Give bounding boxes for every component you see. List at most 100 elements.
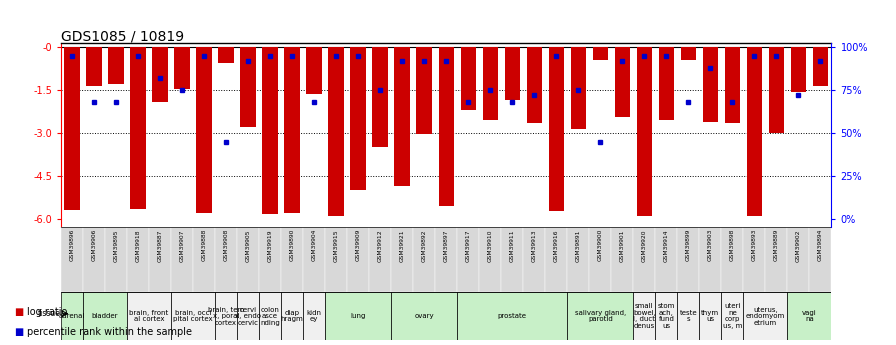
Text: uterus,
endomyom
etrium: uterus, endomyom etrium: [745, 307, 785, 326]
Text: GSM39912: GSM39912: [377, 229, 383, 262]
Text: GSM39908: GSM39908: [223, 229, 228, 262]
Bar: [86, 47, 101, 86]
Text: bladder: bladder: [91, 313, 118, 319]
Bar: [504, 47, 520, 100]
Bar: [746, 47, 762, 216]
Bar: [413, 227, 435, 292]
Bar: [130, 47, 146, 209]
Text: GSM39898: GSM39898: [730, 229, 735, 262]
Bar: [329, 47, 344, 216]
Text: GSM39902: GSM39902: [796, 229, 801, 262]
Bar: [394, 47, 409, 186]
Bar: [83, 292, 127, 340]
Text: lung: lung: [350, 313, 366, 319]
Bar: [633, 227, 655, 292]
Text: GSM39888: GSM39888: [202, 229, 207, 262]
Text: ■: ■: [14, 327, 23, 337]
Bar: [65, 47, 80, 210]
Text: brain, front
al cortex: brain, front al cortex: [129, 310, 168, 322]
Text: GSM39905: GSM39905: [246, 229, 251, 262]
Bar: [237, 227, 259, 292]
Bar: [700, 292, 721, 340]
Bar: [435, 227, 457, 292]
Bar: [263, 47, 278, 214]
Text: GSM39910: GSM39910: [487, 229, 493, 262]
Bar: [744, 292, 788, 340]
Text: log ratio: log ratio: [27, 307, 67, 317]
Bar: [152, 47, 168, 102]
Bar: [527, 47, 542, 123]
Text: GSM39890: GSM39890: [289, 229, 295, 262]
Text: GSM39899: GSM39899: [685, 229, 691, 262]
Bar: [655, 292, 677, 340]
Text: GSM39893: GSM39893: [752, 229, 757, 262]
Bar: [61, 227, 83, 292]
Bar: [127, 292, 171, 340]
Bar: [677, 227, 700, 292]
Bar: [483, 47, 498, 120]
Bar: [237, 292, 259, 340]
Bar: [681, 47, 696, 60]
Bar: [457, 227, 479, 292]
Bar: [215, 227, 237, 292]
Bar: [788, 227, 809, 292]
Bar: [171, 292, 215, 340]
Bar: [373, 47, 388, 147]
Bar: [523, 227, 546, 292]
Bar: [721, 227, 744, 292]
Bar: [457, 292, 567, 340]
Text: ovary: ovary: [414, 313, 434, 319]
Bar: [677, 292, 700, 340]
Text: brain, tem
x, poral
cortex: brain, tem x, poral cortex: [208, 307, 245, 326]
Text: prostate: prostate: [498, 313, 527, 319]
Text: GSM39909: GSM39909: [356, 229, 361, 262]
Bar: [105, 227, 127, 292]
Bar: [61, 292, 83, 340]
Text: salivary gland,
parotid: salivary gland, parotid: [574, 310, 626, 322]
Bar: [240, 47, 255, 127]
Bar: [171, 227, 193, 292]
Bar: [108, 47, 124, 85]
Text: thym
us: thym us: [702, 310, 719, 322]
Text: GSM39889: GSM39889: [774, 229, 779, 262]
Text: diap
hragm: diap hragm: [280, 310, 304, 322]
Bar: [744, 227, 765, 292]
Text: GSM39906: GSM39906: [91, 229, 97, 262]
Bar: [546, 227, 567, 292]
Bar: [215, 292, 237, 340]
Text: tissue: tissue: [38, 309, 61, 318]
Text: GSM39914: GSM39914: [664, 229, 669, 262]
Text: GSM39907: GSM39907: [179, 229, 185, 262]
Bar: [637, 47, 652, 216]
Bar: [417, 47, 432, 135]
Bar: [791, 47, 806, 92]
Bar: [284, 47, 300, 213]
Text: GSM39921: GSM39921: [400, 229, 405, 262]
Bar: [702, 47, 718, 121]
Bar: [392, 292, 457, 340]
Text: GSM39911: GSM39911: [510, 229, 515, 262]
Text: GSM39895: GSM39895: [114, 229, 118, 262]
Bar: [655, 227, 677, 292]
Bar: [259, 292, 281, 340]
Bar: [548, 47, 564, 211]
Bar: [788, 292, 831, 340]
Bar: [303, 227, 325, 292]
Bar: [813, 47, 828, 86]
Bar: [721, 292, 744, 340]
Bar: [769, 47, 784, 133]
Bar: [567, 227, 590, 292]
Bar: [592, 47, 608, 60]
Bar: [325, 227, 347, 292]
Text: GSM39896: GSM39896: [69, 229, 74, 262]
Bar: [615, 47, 630, 117]
Text: brain, occi
pital cortex: brain, occi pital cortex: [173, 310, 213, 322]
Text: GSM39916: GSM39916: [554, 229, 559, 262]
Text: GSM39901: GSM39901: [620, 229, 625, 262]
Text: GSM39887: GSM39887: [158, 229, 162, 262]
Bar: [659, 47, 674, 120]
Bar: [461, 47, 476, 110]
Bar: [633, 292, 655, 340]
Text: GSM39897: GSM39897: [444, 229, 449, 262]
Text: GSM39918: GSM39918: [135, 229, 141, 262]
